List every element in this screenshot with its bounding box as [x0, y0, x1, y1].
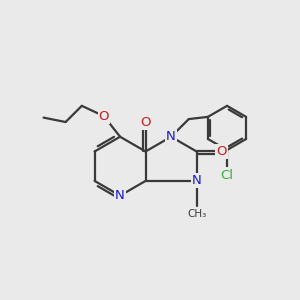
Text: Cl: Cl [220, 169, 233, 182]
Text: N: N [192, 174, 202, 188]
Text: N: N [166, 130, 176, 143]
Text: CH₃: CH₃ [187, 209, 206, 220]
Text: O: O [216, 145, 227, 158]
Text: O: O [140, 116, 151, 128]
Text: N: N [115, 189, 125, 202]
Text: O: O [99, 110, 109, 123]
